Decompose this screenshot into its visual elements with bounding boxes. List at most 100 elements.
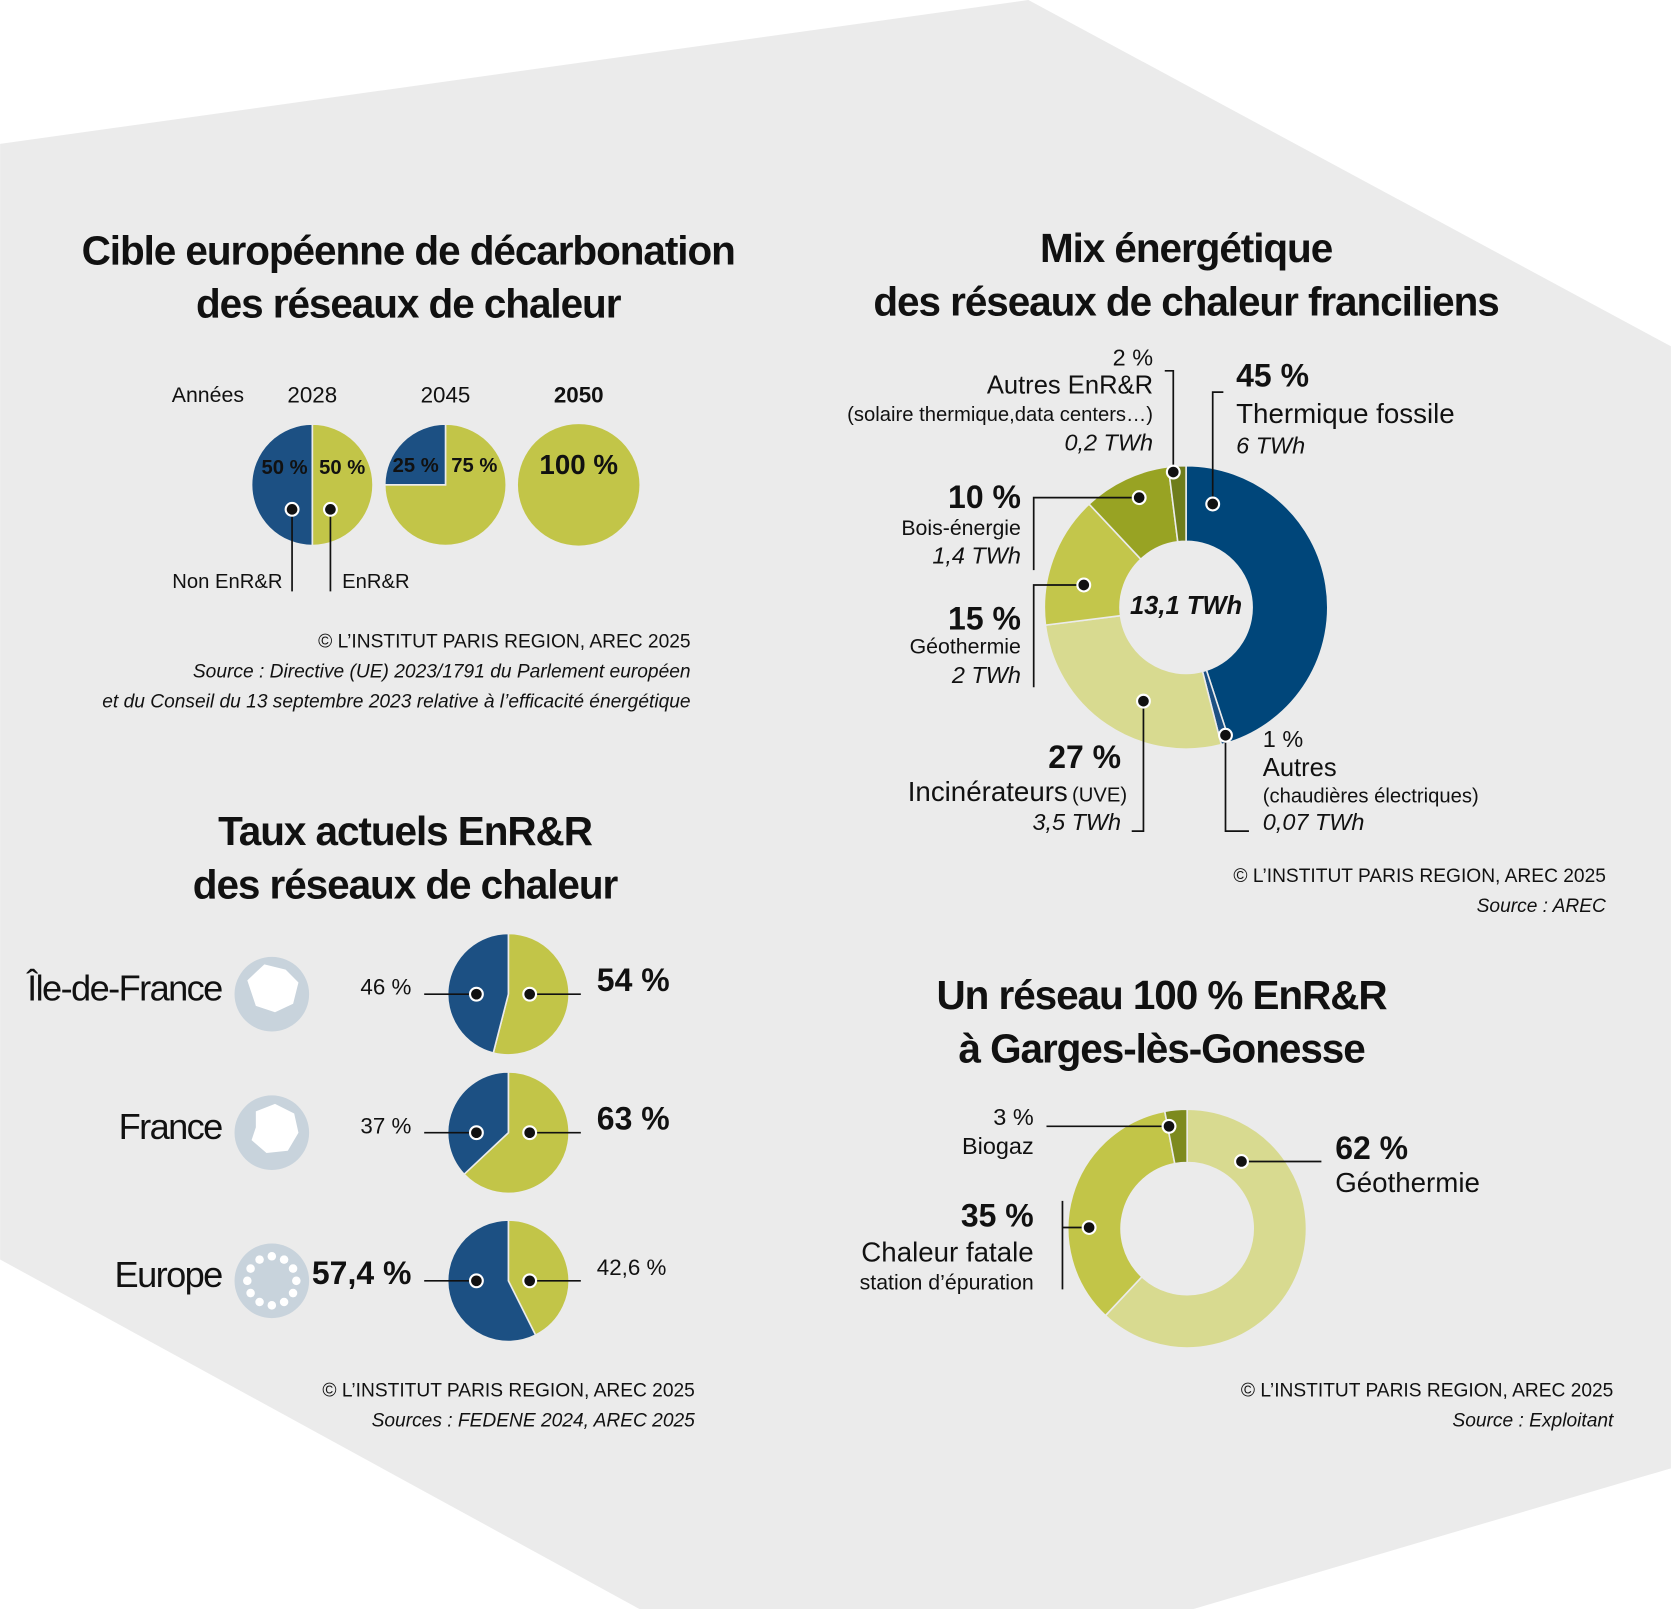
chart-title: des réseaux de chaleur <box>193 861 619 907</box>
slice <box>250 423 314 547</box>
leader-dot <box>522 1125 538 1141</box>
leader-dot <box>322 501 338 517</box>
category-label: Autres EnR&R <box>987 372 1153 400</box>
credit: © L’INSTITUT PARIS REGION, AREC 2025 <box>322 1381 694 1402</box>
star <box>255 1297 264 1307</box>
value-label: 10 % <box>948 479 1021 515</box>
category-label: Géothermie <box>910 634 1021 658</box>
leader-line <box>1211 391 1224 505</box>
leader-dot <box>1205 496 1221 512</box>
leader-line <box>1131 701 1145 832</box>
value-label: 35 % <box>961 1197 1034 1233</box>
star <box>243 1276 252 1286</box>
slice <box>383 423 447 486</box>
source: Sources : FEDENE 2024, AREC 2025 <box>372 1411 696 1432</box>
credit: © L’INSTITUT PARIS REGION, AREC 2025 <box>318 632 690 653</box>
slice <box>1067 1110 1176 1317</box>
star <box>246 1288 255 1298</box>
energy-label: 3,5 TWh <box>1032 809 1121 835</box>
star <box>292 1276 301 1286</box>
legend-label: EnR&R <box>342 571 409 593</box>
star <box>267 1301 277 1310</box>
value-label: 42,6 % <box>597 1255 667 1280</box>
source: Source : Directive (UE) 2023/1791 du Par… <box>193 661 691 682</box>
category: 2045 <box>421 382 471 407</box>
value-label: 50 % <box>319 457 365 479</box>
value-label: 57,4 % <box>312 1255 411 1291</box>
legend-label: Non EnR&R <box>172 571 282 593</box>
leader-dot <box>468 1125 484 1141</box>
energy-label: 6 TWh <box>1236 433 1305 459</box>
detail-label: (chaudières électriques) <box>1263 785 1479 807</box>
center-label: 13,1 TWh <box>1130 592 1242 620</box>
chart-title: à Garges-lès-Gonesse <box>958 1025 1365 1071</box>
row-label: Île-de-France <box>26 968 222 1009</box>
star <box>255 1255 264 1264</box>
slice <box>1185 464 1329 744</box>
source: et du Conseil du 13 septembre 2023 relat… <box>102 691 690 712</box>
value-label: 54 % <box>597 962 670 998</box>
value-label: 46 % <box>360 975 411 1000</box>
chart-title: Mix énergétique <box>1040 225 1333 271</box>
chart-title: Cible européenne de décarbonation <box>82 227 735 273</box>
detail-label: (UVE) <box>1072 784 1127 806</box>
leader-dot <box>468 1273 484 1289</box>
credit: © L’INSTITUT PARIS REGION, AREC 2025 <box>1233 866 1605 887</box>
energy-label: 2 TWh <box>951 662 1021 688</box>
source: Source : Exploitant <box>1452 1411 1614 1432</box>
chart-title: Un réseau 100 % EnR&R <box>936 972 1387 1018</box>
value-label: 63 % <box>597 1100 670 1136</box>
value-label: 75 % <box>451 455 497 477</box>
category-label: Incinérateurs <box>908 776 1068 807</box>
region-shape <box>247 964 299 1013</box>
leader-dot <box>1234 1154 1249 1169</box>
leader-line <box>1164 369 1175 473</box>
category-label: Autres <box>1263 754 1337 782</box>
row-label: Europe <box>115 1254 223 1295</box>
slice <box>446 1219 537 1343</box>
credit: © L’INSTITUT PARIS REGION, AREC 2025 <box>1241 1381 1613 1402</box>
value-label: 37 % <box>360 1113 411 1138</box>
value-label: 2 % <box>1113 344 1153 370</box>
star <box>288 1288 298 1298</box>
category-label: Bois-énergie <box>901 516 1021 540</box>
slice <box>517 424 640 546</box>
region-icon <box>234 1243 310 1319</box>
leader-dot <box>1161 1118 1177 1134</box>
source: Source : AREC <box>1477 896 1606 917</box>
region-shape <box>251 1103 299 1153</box>
leader-line <box>1061 1200 1090 1290</box>
star <box>279 1297 289 1307</box>
star <box>267 1252 277 1261</box>
category-label: Années <box>172 383 244 407</box>
chart-title: Taux actuels EnR&R <box>218 808 593 854</box>
value-label: 50 % <box>262 457 308 479</box>
star <box>246 1264 255 1273</box>
category-label: Biogaz <box>962 1133 1034 1159</box>
slice <box>462 1071 570 1195</box>
energy-label: 0,07 TWh <box>1263 809 1365 835</box>
slice <box>1044 614 1223 750</box>
slice <box>1104 1108 1308 1349</box>
leader-dot <box>1131 490 1147 506</box>
category-label: Chaleur fatale <box>861 1236 1033 1267</box>
value-label: 27 % <box>1048 739 1121 775</box>
leader-dot <box>468 986 484 1002</box>
value-label: 1 % <box>1263 726 1303 752</box>
leader-dot <box>1081 1220 1097 1235</box>
value-label: 100 % <box>539 449 618 480</box>
detail-label: station d’épuration <box>860 1271 1034 1295</box>
chart-title: des réseaux de chaleur franciliens <box>873 278 1498 324</box>
category-label: Géothermie <box>1335 1167 1480 1198</box>
value-label: 15 % <box>948 601 1021 637</box>
category-label: Thermique fossile <box>1236 398 1455 429</box>
energy-label: 0,2 TWh <box>1064 430 1153 456</box>
leader-dot <box>522 986 538 1002</box>
leader-dot <box>1165 464 1181 480</box>
leader-dot <box>1218 727 1233 743</box>
value-label: 62 % <box>1335 1130 1408 1166</box>
slice <box>507 1219 570 1337</box>
category: 2028 <box>287 382 337 407</box>
